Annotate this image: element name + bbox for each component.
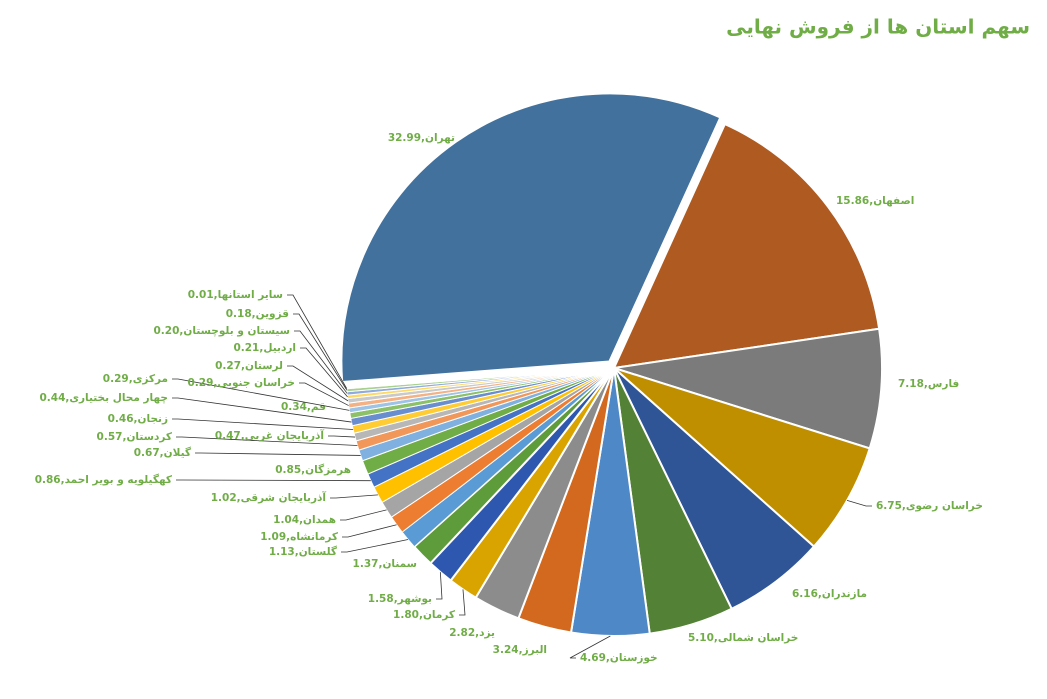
data-label: بوشهر,1.58 [368,593,432,605]
data-label: سایر استانها,0.01 [188,289,283,301]
data-label: خراسان رضوی,6.75 [876,500,983,512]
data-label: اردبیل,0.21 [233,342,296,354]
pie-slice [612,122,881,370]
data-label: قزوین,0.18 [226,308,289,320]
data-label: سیستان و بلوچستان,0.20 [154,325,291,337]
leader-line [341,539,409,553]
leader-line [299,382,349,406]
leader-line [294,330,348,394]
data-label: زنجان,0.46 [108,413,168,425]
data-label: خراسان شمالی,5.10 [688,632,798,644]
data-label: کرمان,1.80 [393,609,456,621]
data-label: سمنان,1.37 [353,558,417,570]
data-label: قم,0.34 [281,401,326,413]
data-label: هرمزگان,0.85 [275,463,351,476]
leader-line [459,589,466,616]
leader-line [342,524,397,538]
data-label: خراسان جنوبی,0.29 [188,377,296,389]
data-label: یزد,2.82 [449,627,495,639]
leader-line [287,294,348,389]
data-label: تهران,32.99 [388,132,455,144]
pie-slice [613,367,871,548]
leader-line [293,313,348,391]
data-label: آذربایجان شرقی,1.02 [211,491,327,504]
leader-line [569,635,611,659]
leader-line [176,479,371,482]
data-label: کرمانشاه,1.09 [260,531,339,543]
leader-line [172,397,352,423]
pie-slice [340,92,722,384]
leader-line [176,436,358,446]
data-label: خوزستان,4.69 [580,652,658,664]
leader-line [195,452,361,456]
leader-line [300,347,348,398]
leader-line [172,378,350,411]
chart-title: سهم استان ها از فروش نهایی [726,15,1030,39]
data-label: البرز,3.24 [493,644,547,656]
leader-line [328,435,356,438]
data-label: همدان,1.04 [273,514,336,526]
data-label: گیلان,0.67 [134,446,192,459]
leader-line [330,494,378,499]
data-label: اصفهان,15.86 [836,195,914,207]
leader-line [172,418,354,430]
data-label: چهار محال بختیاری,0.44 [39,392,168,404]
leader-line [436,572,443,600]
data-label: فارس,7.18 [898,378,959,390]
data-label: لرستان,0.27 [215,360,283,372]
data-label: مرکزی,0.29 [103,373,168,385]
pie-slice [613,327,883,450]
data-label: گلستان,1.13 [269,545,338,558]
leader-line [287,365,349,402]
data-label: مازندران,6.16 [792,588,867,600]
data-label: آذربایجان غربی,0.47 [215,429,325,442]
leader-line [340,509,387,521]
data-label: کردستان,0.57 [97,431,173,443]
leader-line [846,500,872,507]
data-label: کهگیلویه و بویر احمد,0.86 [35,473,173,486]
